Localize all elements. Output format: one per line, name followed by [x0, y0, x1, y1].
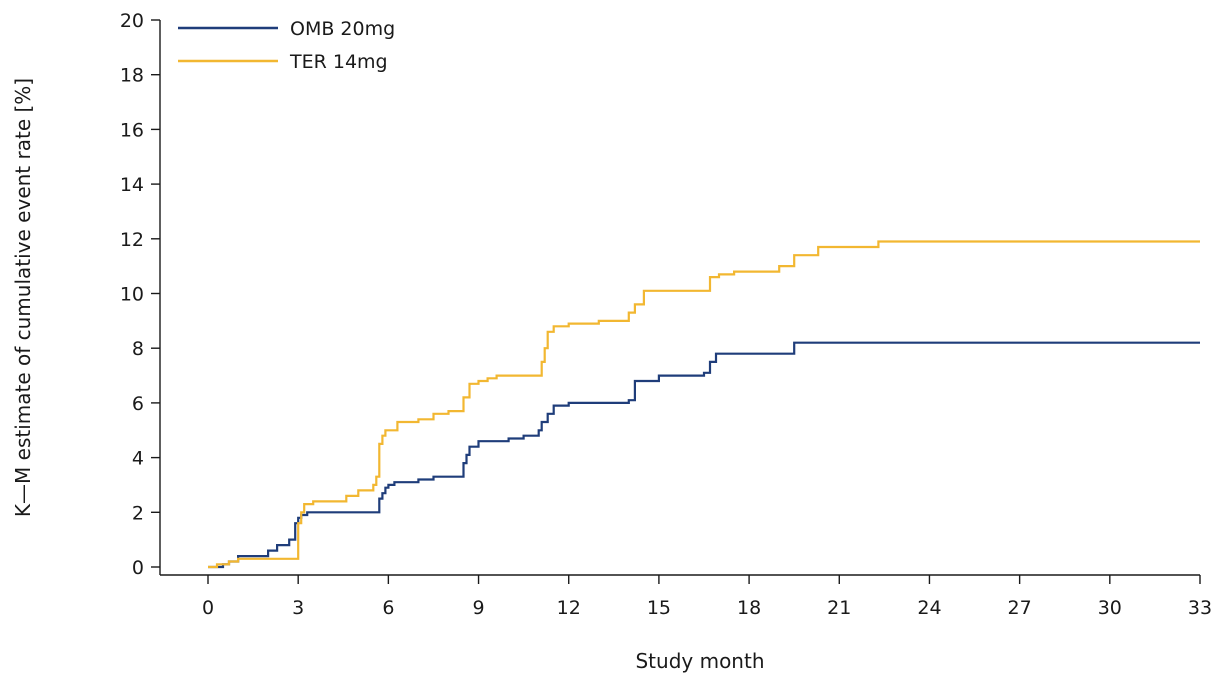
y-tick-label: 0	[132, 557, 144, 579]
x-tick-label: 0	[202, 597, 214, 619]
y-tick-label: 10	[120, 284, 144, 306]
y-tick-label: 14	[120, 174, 144, 196]
y-tick-label: 20	[120, 10, 144, 32]
x-tick-label: 6	[382, 597, 394, 619]
x-tick-label: 12	[557, 597, 581, 619]
series-line-1	[208, 341, 1200, 569]
y-tick-label: 18	[120, 65, 144, 87]
y-axis-title: K—M estimate of cumulative event rate [%…	[11, 78, 35, 517]
x-tick-label: 21	[827, 597, 851, 619]
legend-label-1: OMB 20mg	[290, 18, 395, 40]
y-tick-label: 16	[120, 119, 144, 141]
legend-label-2: TER 14mg	[289, 51, 388, 73]
x-tick-label: 15	[647, 597, 671, 619]
y-tick-label: 12	[120, 229, 144, 251]
y-tick-label: 8	[132, 338, 144, 360]
legend: OMB 20mg TER 14mg	[178, 18, 395, 73]
x-tick-label: 18	[737, 597, 761, 619]
plot-area	[208, 240, 1200, 569]
x-tick-label: 27	[1008, 597, 1032, 619]
y-tick-label: 4	[132, 448, 144, 470]
x-axis-title: Study month	[635, 649, 764, 673]
series-line-2	[208, 240, 1200, 569]
x-tick-label: 3	[292, 597, 304, 619]
y-tick-label: 2	[132, 502, 144, 524]
x-tick-label: 9	[472, 597, 484, 619]
x-tick-label: 30	[1098, 597, 1122, 619]
x-tick-label: 33	[1188, 597, 1212, 619]
x-tick-label: 24	[917, 597, 941, 619]
y-tick-label: 6	[132, 393, 144, 415]
